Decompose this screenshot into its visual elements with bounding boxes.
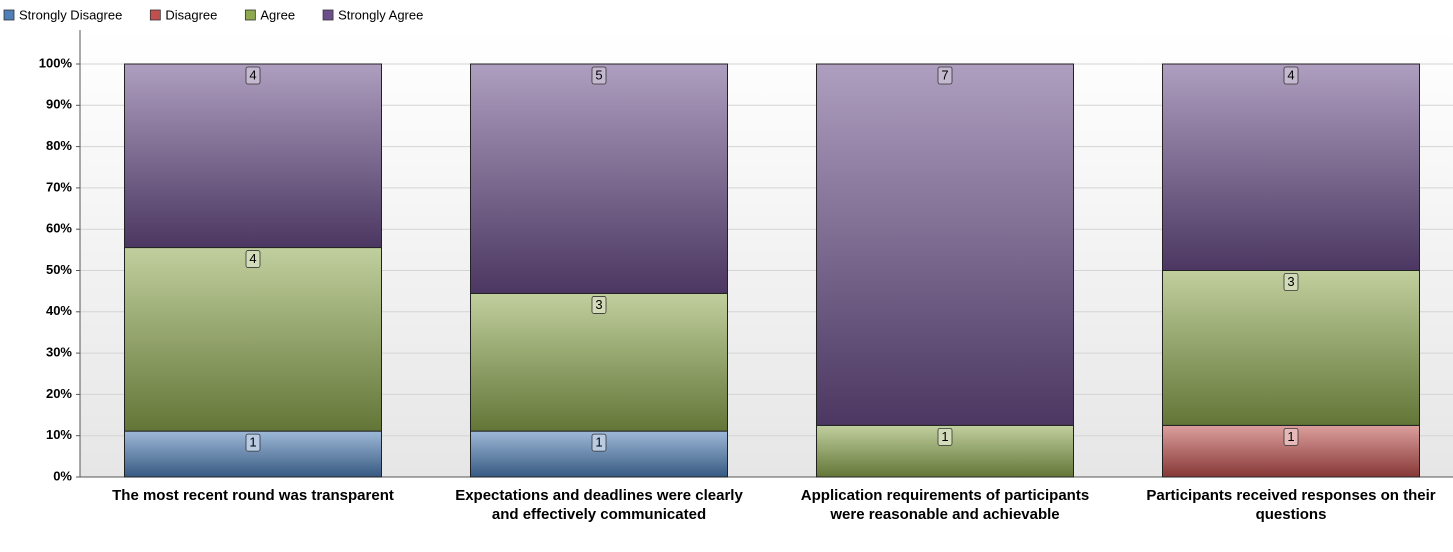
data-label: 4	[249, 67, 256, 82]
data-label-box	[591, 296, 607, 314]
data-label: 1	[595, 435, 602, 450]
data-label: 7	[941, 67, 948, 82]
legend-label: Strongly Agree	[338, 7, 423, 22]
data-label: 5	[595, 67, 602, 82]
data-label: 4	[1287, 67, 1294, 82]
y-tick-label: 10%	[46, 427, 72, 442]
data-label-box	[937, 427, 953, 446]
legend-swatch	[322, 9, 334, 21]
data-label-box	[1283, 273, 1299, 291]
bar-segment	[124, 63, 382, 249]
y-tick-label: 20%	[46, 386, 72, 401]
y-tick-label: 80%	[46, 138, 72, 153]
y-tick-label: 90%	[46, 97, 72, 112]
data-label: 1	[1287, 429, 1294, 444]
legend-swatch	[3, 9, 15, 21]
data-label: 3	[1287, 274, 1294, 289]
bar-segment	[1162, 270, 1420, 426]
data-label-box	[937, 66, 953, 85]
bar-segment	[124, 247, 382, 432]
y-tick-label: 60%	[46, 221, 72, 236]
y-tick-label: 0%	[53, 468, 72, 483]
data-label-box	[591, 433, 607, 452]
data-label-box	[245, 250, 261, 268]
y-tick-label: 100%	[39, 55, 73, 70]
data-label-box	[1283, 66, 1299, 85]
data-label: 3	[595, 297, 602, 312]
bar-segment	[470, 292, 728, 432]
legend-swatch	[149, 9, 161, 21]
y-tick-label: 50%	[46, 262, 72, 277]
bar-segment	[1162, 63, 1420, 271]
x-tick-label: The most recent round was transparent	[112, 487, 394, 504]
y-tick-label: 70%	[46, 179, 72, 194]
data-label-box	[591, 66, 607, 85]
data-label: 1	[249, 435, 256, 450]
y-tick-label: 30%	[46, 345, 72, 360]
legend-swatch	[244, 9, 256, 21]
data-label-box	[245, 66, 261, 85]
bar-segment	[470, 63, 728, 294]
data-label: 4	[249, 251, 256, 266]
bar-segment	[816, 63, 1074, 426]
data-label: 1	[941, 429, 948, 444]
data-label-box	[1283, 427, 1299, 446]
data-label-box	[245, 433, 261, 452]
x-tick-label: Expectations and deadlines were clearly …	[455, 487, 743, 523]
legend-label: Agree	[260, 7, 295, 22]
x-tick-label: Application requirements of participants…	[800, 487, 1090, 523]
legend-label: Disagree	[165, 7, 217, 22]
legend-label: Strongly Disagree	[19, 7, 122, 22]
y-tick-label: 40%	[46, 303, 72, 318]
x-tick-label: Participants received responses on their…	[1146, 487, 1436, 523]
